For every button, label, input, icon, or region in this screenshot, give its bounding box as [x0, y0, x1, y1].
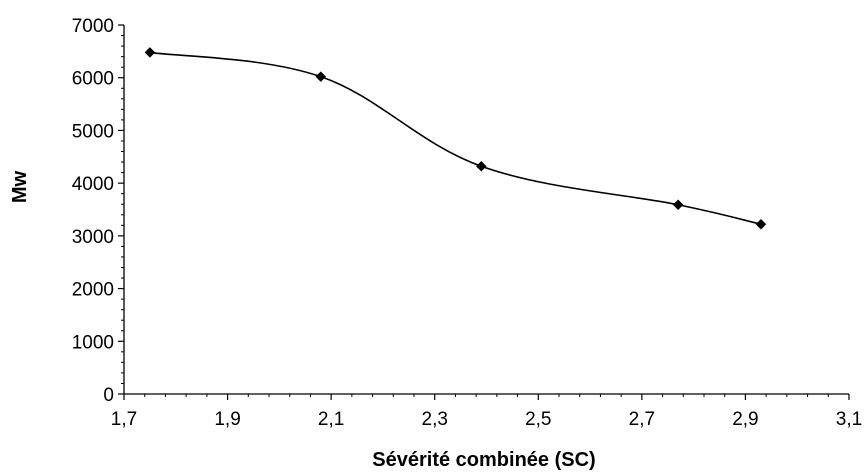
data-point-marker: [755, 218, 767, 230]
data-point-marker: [672, 199, 684, 211]
y-axis-title: Mw: [9, 170, 31, 203]
y-tick-label: 5000: [72, 121, 114, 142]
x-tick-label: 3,1: [836, 409, 862, 430]
x-tick-label: 2,3: [422, 409, 448, 430]
y-tick-label: 0: [103, 385, 114, 406]
x-axis-title: Sévérité combinée (SC): [372, 449, 595, 471]
tick-labels: 0 1000 2000 3000 4000 5000 6000 7000 1,7 1,9 2,1 2,…: [72, 16, 862, 430]
data-point-marker: [315, 71, 327, 83]
x-tick-label: 2,9: [732, 409, 758, 430]
series: [144, 47, 767, 230]
y-tick-label: 4000: [72, 174, 114, 195]
y-tick-label: 1000: [72, 332, 114, 353]
x-tick-label: 1,9: [214, 409, 240, 430]
y-tick-label: 3000: [72, 227, 114, 248]
data-point-marker: [475, 160, 487, 172]
x-tick-label: 2,5: [525, 409, 551, 430]
y-tick-label: 6000: [72, 69, 114, 90]
y-tick-label: 2000: [72, 280, 114, 301]
data-point-marker: [144, 47, 156, 58]
y-tick-label: 7000: [72, 16, 114, 37]
x-tick-label: 1,7: [111, 409, 137, 430]
x-tick-label: 2,7: [629, 409, 655, 430]
series-line: [149, 51, 762, 226]
x-tick-label: 2,1: [318, 409, 344, 430]
axes: [118, 24, 850, 400]
